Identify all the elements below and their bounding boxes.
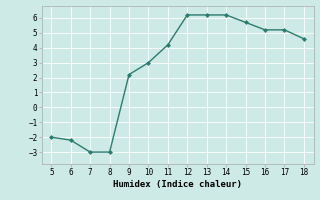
X-axis label: Humidex (Indice chaleur): Humidex (Indice chaleur): [113, 180, 242, 189]
